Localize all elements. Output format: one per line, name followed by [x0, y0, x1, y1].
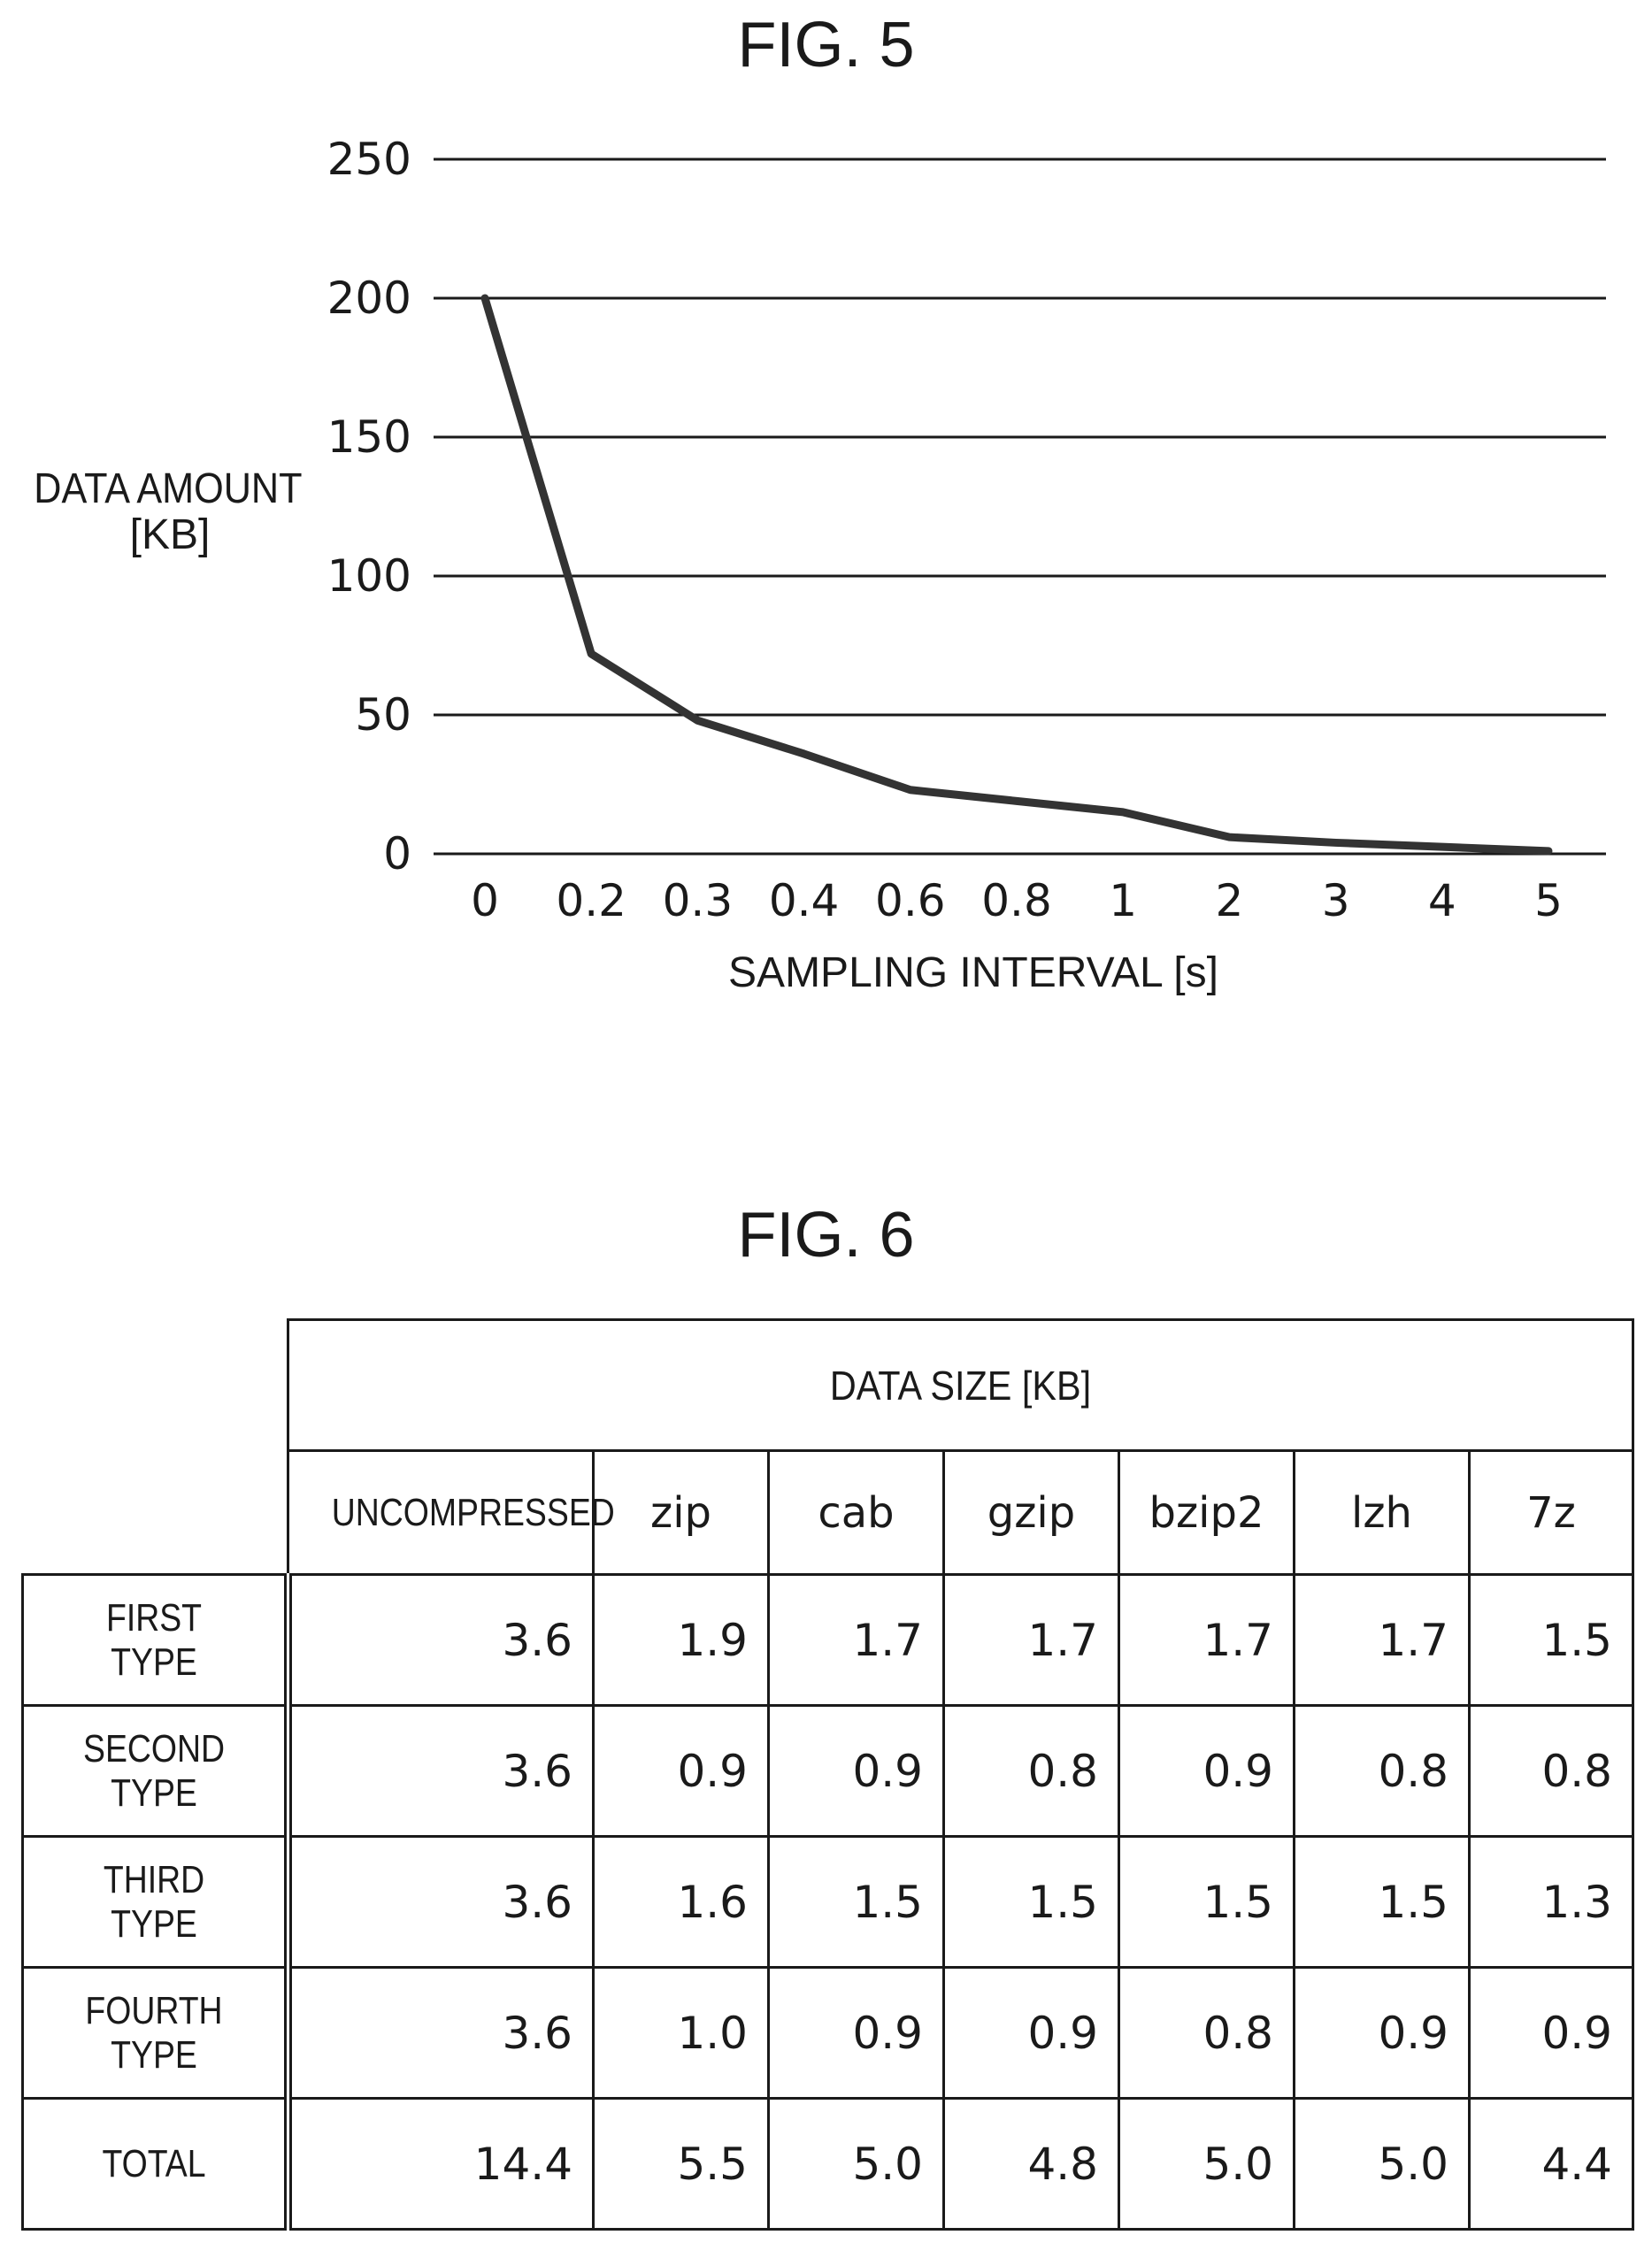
table-cell: 3.6 [287, 1966, 595, 2100]
table-cell: 5.5 [592, 2097, 770, 2231]
table-row-second-type: SECOND TYPE 3.6 0.9 0.9 0.8 0.9 0.8 0.8 [21, 1704, 1634, 1838]
table-cell: 1.5 [942, 1835, 1120, 1969]
fig5-line-chart: 0 50 100 150 200 250 0 0.2 0.3 0.4 0.6 0.8 1 2 3 4 5 DA… [34, 134, 1606, 996]
table-cell: 1.5 [1468, 1573, 1634, 1707]
row-label-cell: FIRST TYPE [21, 1573, 292, 1707]
data-size-header-cell: DATA SIZE [KB] [287, 1318, 1634, 1452]
table-cell: 5.0 [767, 2097, 945, 2231]
column-header-cell: gzip [942, 1449, 1120, 1576]
table-cell: 4.4 [1468, 2097, 1634, 2231]
table-cell: 1.5 [1293, 1835, 1471, 1969]
y-tick-label: 150 [327, 411, 411, 463]
y-axis-label-line1: DATA AMOUNT [34, 465, 302, 512]
table-cell: 1.6 [592, 1835, 770, 1969]
table-cell: 0.9 [767, 1704, 945, 1838]
series-line [480, 294, 1553, 856]
table-cell: 1.3 [1468, 1835, 1634, 1969]
x-tick-label: 3 [1322, 875, 1350, 926]
table-cell: 3.6 [287, 1835, 595, 1969]
table-cell: 1.5 [767, 1835, 945, 1969]
row-label: THIRD TYPE [103, 1857, 205, 1946]
row-label-cell: TOTAL [21, 2097, 292, 2231]
table-cell: 5.0 [1293, 2097, 1471, 2231]
y-tick-label: 250 [327, 134, 411, 185]
table-cell: 0.8 [1118, 1966, 1295, 2100]
column-header-cell: zip [592, 1449, 770, 1576]
grid-lines [434, 157, 1606, 856]
x-axis-label: SAMPLING INTERVAL [s] [728, 949, 1218, 996]
table-cell: 1.7 [942, 1573, 1120, 1707]
table-cell: 0.9 [942, 1966, 1120, 2100]
row-label: FIRST TYPE [105, 1595, 203, 1684]
table-row-fourth-type: FOURTH TYPE 3.6 1.0 0.9 0.9 0.8 0.9 0.9 [21, 1966, 1634, 2100]
x-tick-label: 0.8 [981, 875, 1052, 926]
x-tick-label: 4 [1428, 875, 1456, 926]
row-label-cell: FOURTH TYPE [21, 1966, 292, 2100]
column-header-lzh: lzh [1351, 1487, 1412, 1538]
row-label-cell: THIRD TYPE [21, 1835, 292, 1969]
table-cell: 0.9 [767, 1966, 945, 2100]
x-tick-label: 0.2 [556, 875, 626, 926]
column-header-cell: cab [767, 1449, 945, 1576]
table-cell: 0.8 [1293, 1704, 1471, 1838]
empty-corner-cell [23, 1320, 288, 1451]
table-cell: 1.7 [767, 1573, 945, 1707]
fig6-title: FIG. 6 [737, 1200, 915, 1271]
x-tick-label: 0.6 [875, 875, 946, 926]
fig6-data-table: DATA SIZE [KB] UNCOMPRESSED zip cab gzip… [21, 1318, 1634, 2231]
table-cell: 1.0 [592, 1966, 770, 2100]
table-cell: 4.8 [942, 2097, 1120, 2231]
table-cell: 1.7 [1118, 1573, 1295, 1707]
column-header-cab: cab [818, 1487, 895, 1538]
table-cell: 14.4 [287, 2097, 595, 2231]
table-cell: 0.9 [592, 1704, 770, 1838]
table-row-first-type: FIRST TYPE 3.6 1.9 1.7 1.7 1.7 1.7 1.5 [21, 1573, 1634, 1707]
column-header-cell: bzip2 [1118, 1449, 1295, 1576]
table-cell: 3.6 [287, 1704, 595, 1838]
table-cell: 3.6 [287, 1573, 595, 1707]
table-cell: 0.8 [1468, 1704, 1634, 1838]
x-tick-label: 5 [1534, 875, 1563, 926]
row-label: SECOND TYPE [82, 1726, 226, 1815]
row-label: FOURTH TYPE [85, 1988, 223, 2077]
column-header-uncompressed: UNCOMPRESSED [331, 1490, 615, 1534]
y-axis-label-line2: [KB] [130, 511, 211, 558]
fig5-title: FIG. 5 [737, 10, 915, 81]
table-cell: 0.8 [942, 1704, 1120, 1838]
column-header-bzip2: bzip2 [1149, 1487, 1264, 1538]
table-cell: 0.9 [1293, 1966, 1471, 2100]
empty-corner-cell [23, 1451, 288, 1575]
table-cell: 1.5 [1118, 1835, 1295, 1969]
y-tick-label: 100 [327, 550, 411, 602]
table-cell: 1.9 [592, 1573, 770, 1707]
x-tick-label: 2 [1215, 875, 1243, 926]
column-header-7z: 7z [1526, 1487, 1576, 1538]
y-tick-label: 0 [383, 828, 411, 879]
column-header-gzip: gzip [987, 1487, 1076, 1538]
table-row-total: TOTAL 14.4 5.5 5.0 4.8 5.0 5.0 4.4 [21, 2097, 1634, 2231]
table-cell: 5.0 [1118, 2097, 1295, 2231]
y-tick-labels: 0 50 100 150 200 250 [327, 134, 411, 879]
table-cell: 1.7 [1293, 1573, 1471, 1707]
y-tick-label: 50 [355, 689, 411, 741]
table-header-row: DATA SIZE [KB] [23, 1318, 1634, 1452]
x-tick-label: 0 [471, 875, 499, 926]
column-header-row: UNCOMPRESSED zip cab gzip bzip2 lzh 7z [23, 1449, 1634, 1576]
table-row-third-type: THIRD TYPE 3.6 1.6 1.5 1.5 1.5 1.5 1.3 [21, 1835, 1634, 1969]
table-cell: 0.9 [1468, 1966, 1634, 2100]
column-header-zip: zip [650, 1487, 711, 1538]
row-label-cell: SECOND TYPE [21, 1704, 292, 1838]
table-cell: 0.9 [1118, 1704, 1295, 1838]
column-header-cell: lzh [1293, 1449, 1471, 1576]
row-label: TOTAL [102, 2141, 206, 2185]
column-header-cell: UNCOMPRESSED [287, 1449, 615, 1576]
column-header-cell: 7z [1468, 1449, 1634, 1576]
y-tick-label: 200 [327, 273, 411, 324]
x-tick-label: 1 [1109, 875, 1137, 926]
x-tick-label: 0.4 [769, 875, 840, 926]
data-size-header: DATA SIZE [KB] [829, 1362, 1092, 1409]
x-tick-label: 0.3 [663, 875, 734, 926]
x-tick-labels: 0 0.2 0.3 0.4 0.6 0.8 1 2 3 4 5 [471, 875, 1563, 926]
